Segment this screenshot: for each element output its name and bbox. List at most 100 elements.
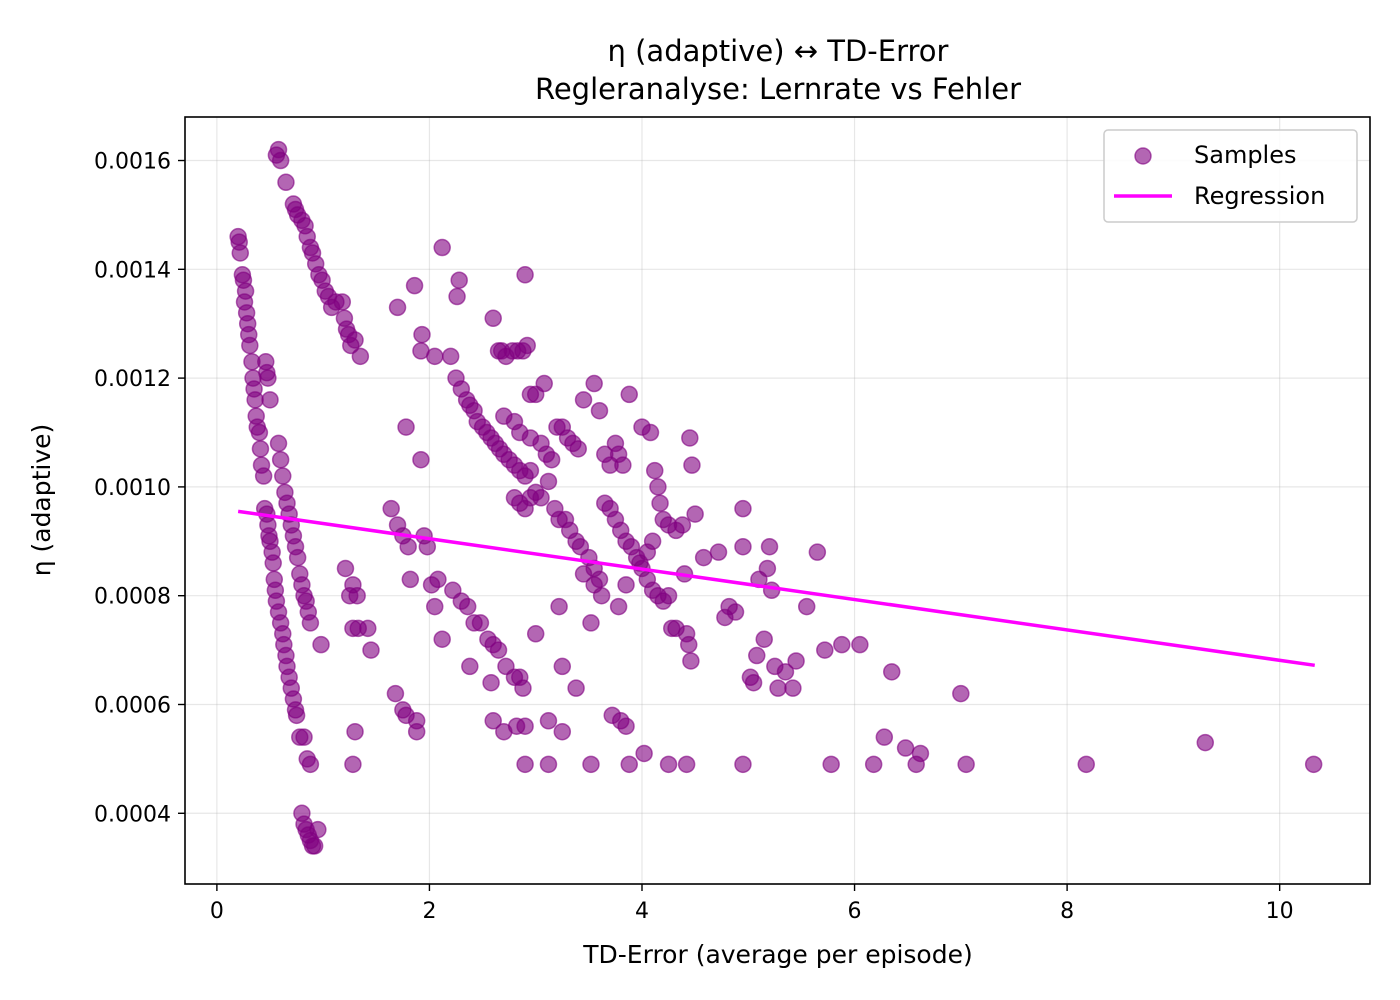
scatter-point (450, 271, 468, 289)
scatter-point (346, 331, 364, 349)
scatter-point (682, 652, 700, 670)
scatter-point (1077, 755, 1095, 774)
x-tick-label: 8 (1060, 899, 1074, 924)
x-tick-label: 10 (1266, 899, 1294, 924)
scatter-point (426, 347, 444, 366)
legend-regression-label: Regression (1194, 182, 1325, 210)
scatter-point (952, 684, 970, 703)
scatter-point (305, 837, 324, 855)
scatter-point (787, 652, 805, 670)
scatter-point (397, 418, 415, 436)
y-tick-label: 0.0004 (94, 802, 171, 827)
scatter-point (532, 489, 550, 507)
scatter-point (1304, 755, 1323, 774)
scatter-point (734, 499, 752, 518)
scatter-point (539, 712, 558, 730)
scatter-point (429, 570, 447, 589)
scatter-point (635, 744, 653, 763)
scatter-point (574, 565, 593, 583)
scatter-point (346, 722, 364, 741)
scatter-point (251, 440, 270, 458)
x-axis-ticks: 0 2 4 6 8 10 (210, 884, 1294, 924)
scatter-point (553, 722, 572, 741)
scatter-point (399, 537, 417, 556)
scatter-point (301, 614, 320, 632)
scatter-point (484, 309, 502, 328)
scatter-point (649, 478, 667, 496)
scatter-point (726, 603, 745, 621)
scatter-point (643, 532, 662, 551)
scatter-point (261, 391, 279, 409)
scatter-point (539, 755, 558, 774)
scatter-point (250, 423, 269, 442)
scatter-point (441, 347, 460, 366)
scatter-point (734, 755, 752, 774)
scatter-point (254, 467, 273, 485)
y-axis-ticks: 0.0004 0.0006 0.0008 0.0010 0.0012 0.0014 0.00… (94, 150, 185, 827)
scatter-point (582, 614, 600, 632)
scatter-point (677, 755, 696, 774)
grid-lines (185, 117, 1370, 884)
scatter-point (382, 499, 400, 518)
scatter-point (433, 630, 451, 648)
scatter-point (271, 450, 290, 469)
scatter-point (401, 570, 420, 589)
scatter-point (882, 663, 901, 681)
scatter-point (609, 597, 628, 616)
scatter-point (542, 450, 561, 469)
y-tick-label: 0.0012 (94, 367, 171, 392)
scatter-point (620, 755, 638, 774)
y-tick-label: 0.0014 (94, 258, 171, 283)
scatter-point (784, 679, 802, 697)
scatter-point (833, 635, 851, 654)
scatter-point (808, 543, 827, 561)
scatter-point (864, 755, 883, 774)
scatter-point (518, 336, 536, 355)
scatter-point (744, 673, 763, 692)
scatter-point (388, 298, 407, 317)
scatter-point (271, 151, 290, 170)
scatter-point (769, 679, 787, 697)
x-tick-label: 0 (210, 899, 224, 924)
scatter-point (683, 456, 701, 474)
scatter-point (269, 434, 288, 453)
scatter-point (851, 635, 869, 654)
scatter-point (694, 548, 713, 567)
scatter-point (680, 635, 698, 654)
scatter-point (405, 276, 424, 295)
scatter-point (471, 614, 490, 632)
scatter-point (585, 374, 603, 393)
scatter-point (567, 679, 585, 697)
scatter-point (762, 581, 781, 600)
regression-line-group (237, 509, 1315, 668)
scatter-point (413, 325, 431, 344)
scatter-point (418, 537, 437, 556)
plot-frame (184, 116, 1371, 885)
scatter-point (448, 287, 466, 306)
scatter-point (582, 755, 600, 774)
legend: Samples Regression (1103, 129, 1358, 223)
scatter-point (348, 586, 366, 605)
scatter-point (458, 597, 477, 616)
scatter-point (620, 385, 638, 404)
scatter-point (482, 673, 500, 692)
scatter-point (386, 684, 405, 703)
scatter-point (614, 456, 632, 474)
scatter-point (1196, 733, 1215, 752)
scatter-point (592, 586, 611, 605)
scatter-point (896, 739, 915, 757)
legend-box (1103, 129, 1358, 223)
scatter-point (351, 347, 370, 366)
scatter-point (287, 706, 306, 725)
scatter-point (489, 641, 508, 659)
scatter-point (312, 635, 330, 654)
scatter-point (407, 712, 426, 730)
scatter-point (816, 641, 834, 659)
scatter-point (333, 293, 352, 311)
scatter-point (309, 820, 327, 839)
scatter-point (362, 641, 380, 659)
scatter-point (553, 657, 572, 676)
chart-title: η (adaptive) ↔ TD-Error (608, 34, 949, 68)
x-tick-label: 4 (635, 899, 649, 924)
regression-line (237, 509, 1315, 668)
